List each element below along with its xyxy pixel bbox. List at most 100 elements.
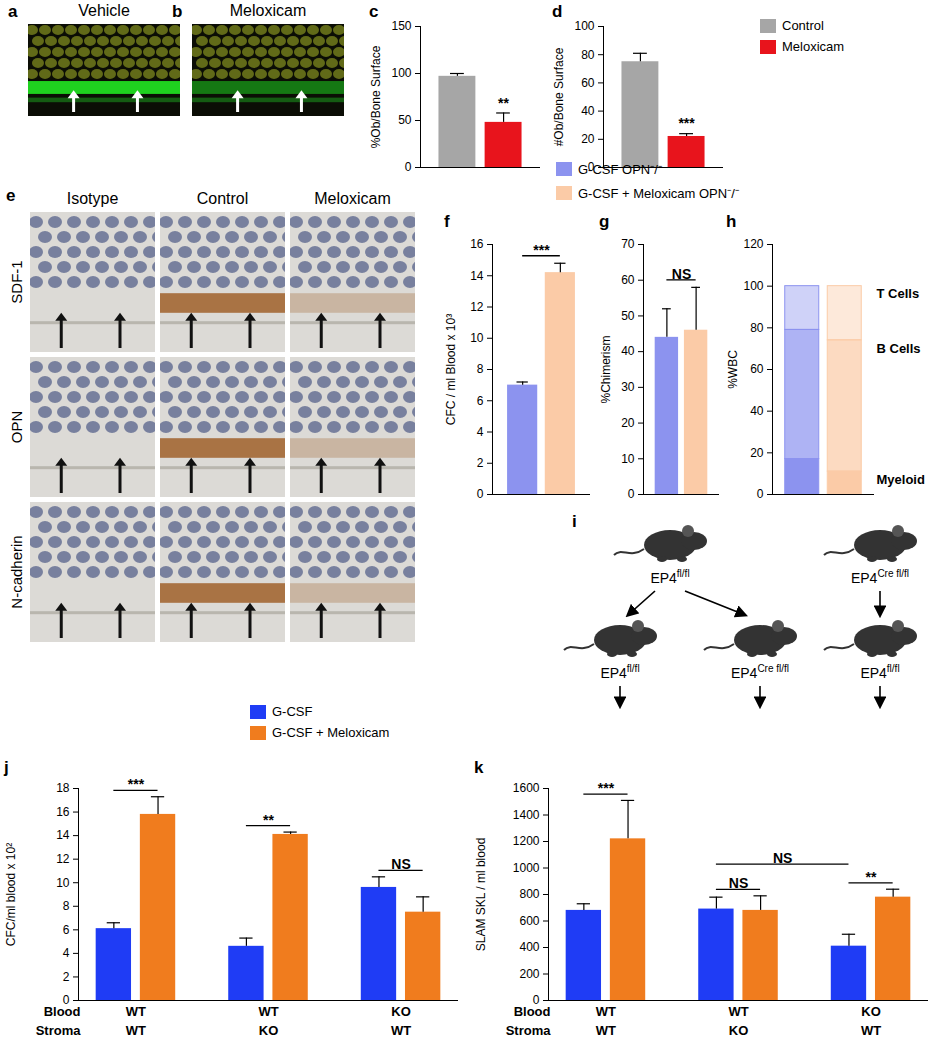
html-text:Meloxicam: Meloxicam bbox=[314, 190, 391, 207]
svg-text:KO: KO bbox=[259, 1023, 279, 1038]
svg-text:WT: WT bbox=[861, 1023, 881, 1038]
svg-text:EP4fl/fl: EP4fl/fl bbox=[600, 663, 639, 681]
svg-text:100: 100 bbox=[574, 19, 594, 33]
svg-text:WT: WT bbox=[596, 1004, 616, 1019]
svg-text:10: 10 bbox=[621, 452, 635, 466]
svg-text:60: 60 bbox=[750, 362, 764, 376]
svg-text:Blood: Blood bbox=[514, 1004, 551, 1019]
svg-text:70: 70 bbox=[621, 237, 635, 251]
svg-text:16: 16 bbox=[56, 805, 70, 819]
svg-text:4: 4 bbox=[477, 425, 484, 439]
svg-text:%WBC: %WBC bbox=[726, 350, 740, 389]
svg-text:2: 2 bbox=[477, 456, 484, 470]
svg-text:60: 60 bbox=[581, 76, 595, 90]
svg-text:CFC/ml blood x 10²: CFC/ml blood x 10² bbox=[4, 843, 18, 946]
svg-text:200: 200 bbox=[519, 967, 539, 981]
svg-text:20: 20 bbox=[750, 446, 764, 460]
svg-text:800: 800 bbox=[519, 887, 539, 901]
svg-text:1000: 1000 bbox=[513, 861, 540, 875]
svg-text:1400: 1400 bbox=[513, 808, 540, 822]
svg-text:1600: 1600 bbox=[513, 781, 540, 795]
html-text:SDF-1: SDF-1 bbox=[7, 260, 25, 304]
svg-text:14: 14 bbox=[470, 269, 484, 283]
svg-text:60: 60 bbox=[621, 273, 635, 287]
svg-text:20: 20 bbox=[621, 416, 635, 430]
svg-text:KO: KO bbox=[391, 1004, 411, 1019]
svg-text:400: 400 bbox=[519, 940, 539, 954]
svg-text:WT: WT bbox=[391, 1023, 411, 1038]
svg-text:WT: WT bbox=[728, 1004, 748, 1019]
svg-text:10: 10 bbox=[56, 876, 70, 890]
svg-text:B Cells: B Cells bbox=[877, 341, 921, 356]
svg-text:NS: NS bbox=[672, 266, 691, 282]
svg-text:40: 40 bbox=[750, 404, 764, 418]
svg-text:600: 600 bbox=[519, 914, 539, 928]
svg-text:8: 8 bbox=[477, 362, 484, 376]
svg-text:SLAM SKL / ml blood: SLAM SKL / ml blood bbox=[474, 838, 488, 952]
svg-text:EP4fl/fl: EP4fl/fl bbox=[650, 568, 689, 586]
svg-text:Stroma: Stroma bbox=[36, 1023, 82, 1038]
svg-text:6: 6 bbox=[63, 923, 70, 937]
html-text:Vehicle: Vehicle bbox=[78, 2, 130, 19]
svg-text:20: 20 bbox=[581, 132, 595, 146]
svg-text:**: ** bbox=[866, 869, 877, 885]
svg-text:80: 80 bbox=[581, 48, 595, 62]
svg-text:0: 0 bbox=[628, 487, 635, 501]
svg-text:6: 6 bbox=[477, 394, 484, 408]
svg-text:30: 30 bbox=[621, 380, 635, 394]
svg-text:NS: NS bbox=[773, 850, 792, 866]
svg-text:40: 40 bbox=[581, 104, 595, 118]
html-text:Meloxicam: Meloxicam bbox=[229, 2, 307, 19]
svg-text:WT: WT bbox=[126, 1004, 146, 1019]
svg-text:KO: KO bbox=[729, 1023, 749, 1038]
svg-text:WT: WT bbox=[258, 1004, 278, 1019]
svg-text:Blood: Blood bbox=[44, 1004, 81, 1019]
svg-text:8: 8 bbox=[63, 899, 70, 913]
svg-text:40: 40 bbox=[621, 344, 635, 358]
svg-text:100: 100 bbox=[391, 66, 411, 80]
svg-text:0: 0 bbox=[405, 160, 412, 174]
svg-text:**: ** bbox=[263, 812, 274, 828]
svg-text:Stroma: Stroma bbox=[506, 1023, 552, 1038]
svg-text:%Ob/Bone Surface: %Ob/Bone Surface bbox=[369, 45, 383, 148]
html-text:OPN: OPN bbox=[7, 410, 25, 444]
svg-text:#Ob/Bone Surface: #Ob/Bone Surface bbox=[552, 47, 566, 146]
svg-text:14: 14 bbox=[56, 828, 70, 842]
svg-text:***: *** bbox=[598, 780, 615, 796]
svg-text:Myeloid: Myeloid bbox=[877, 472, 925, 487]
svg-text:12: 12 bbox=[56, 852, 70, 866]
svg-text:0: 0 bbox=[757, 487, 764, 501]
svg-text:100: 100 bbox=[743, 279, 763, 293]
svg-text:***: *** bbox=[128, 776, 145, 792]
svg-text:150: 150 bbox=[391, 19, 411, 33]
svg-text:16: 16 bbox=[470, 237, 484, 251]
svg-text:%Chimerism: %Chimerism bbox=[599, 335, 613, 403]
svg-text:KO: KO bbox=[861, 1004, 881, 1019]
svg-text:120: 120 bbox=[743, 237, 763, 251]
svg-text:12: 12 bbox=[470, 300, 484, 314]
html-text:N-cadherin: N-cadherin bbox=[7, 535, 25, 609]
svg-text:4: 4 bbox=[63, 946, 70, 960]
svg-text:50: 50 bbox=[621, 309, 635, 323]
svg-text:18: 18 bbox=[56, 781, 70, 795]
svg-text:10: 10 bbox=[470, 331, 484, 345]
svg-text:EP4fl/fl: EP4fl/fl bbox=[860, 663, 899, 681]
svg-text:2: 2 bbox=[63, 970, 70, 984]
svg-text:EP4Cre fl/fl: EP4Cre fl/fl bbox=[731, 663, 789, 681]
svg-text:EP4Cre fl/fl: EP4Cre fl/fl bbox=[851, 568, 909, 586]
svg-text:80: 80 bbox=[750, 321, 764, 335]
svg-text:T Cells: T Cells bbox=[877, 286, 920, 301]
html-text:Control: Control bbox=[196, 190, 249, 207]
svg-text:NS: NS bbox=[729, 875, 748, 891]
svg-text:50: 50 bbox=[398, 113, 412, 127]
svg-text:WT: WT bbox=[596, 1023, 616, 1038]
html-text:Isotype: Isotype bbox=[66, 190, 119, 207]
svg-text:**: ** bbox=[498, 95, 509, 111]
svg-text:***: *** bbox=[533, 242, 550, 258]
svg-text:1200: 1200 bbox=[513, 834, 540, 848]
svg-text:WT: WT bbox=[126, 1023, 146, 1038]
svg-text:CFC / ml Blood x 10³: CFC / ml Blood x 10³ bbox=[444, 314, 458, 425]
svg-text:***: *** bbox=[678, 115, 695, 131]
svg-text:NS: NS bbox=[391, 856, 410, 872]
svg-text:0: 0 bbox=[477, 487, 484, 501]
